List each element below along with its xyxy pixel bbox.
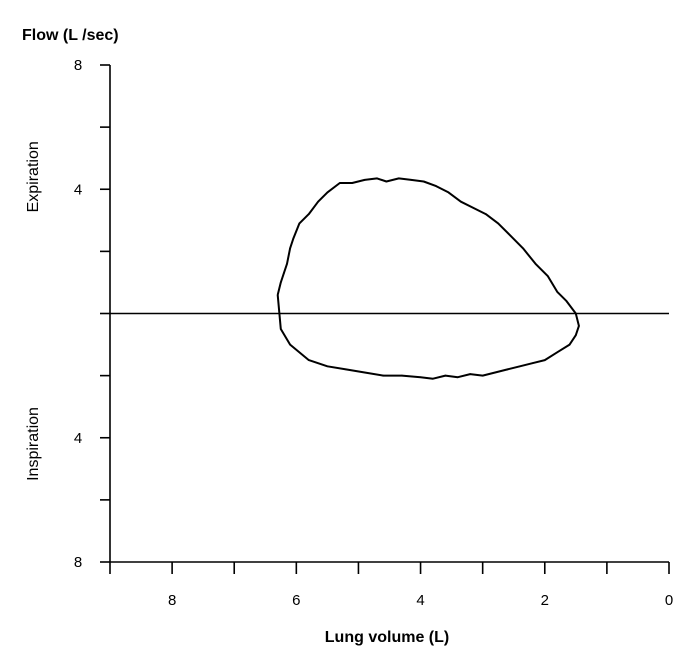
loop-point: [298, 222, 301, 225]
y-tick-label: 8: [74, 554, 82, 571]
loop-point: [522, 247, 524, 250]
ticks: [100, 64, 670, 574]
x-tick-label: 0: [665, 592, 673, 609]
loop-point: [326, 365, 329, 368]
loop-point: [283, 272, 285, 274]
loop-point: [308, 213, 310, 215]
loop-point: [544, 359, 546, 361]
loop-point: [568, 343, 571, 346]
loop-point: [497, 222, 500, 225]
loop-point: [363, 179, 366, 181]
loop-point: [398, 177, 400, 180]
loop-point: [292, 238, 295, 240]
loop-point: [531, 362, 534, 365]
x-axis-label: Lung volume (L): [325, 629, 449, 646]
loop-point: [286, 263, 288, 265]
expiration-label: Expiration: [25, 141, 42, 212]
loop-point: [419, 376, 422, 379]
loop-point: [351, 182, 354, 184]
loop-point: [326, 191, 329, 194]
loop-point: [345, 368, 347, 371]
loop-point: [280, 328, 282, 330]
tick-labels: 8 4 4 8 8 6 4 2 0: [74, 57, 673, 609]
loop-point: [339, 182, 341, 184]
loop-point: [556, 291, 558, 293]
flow-volume-loop: [276, 177, 580, 380]
loop-point: [556, 351, 558, 354]
loop-point: [289, 343, 291, 346]
x-tick-label: 4: [416, 592, 424, 609]
loop-point: [460, 200, 462, 203]
y-tick-label: 8: [74, 57, 82, 74]
loop-point: [385, 180, 388, 183]
chart-title: Flow (L /sec): [22, 27, 119, 44]
loop-point: [363, 371, 366, 374]
loop-point: [422, 180, 425, 183]
loop-point: [494, 371, 496, 374]
loop-point: [547, 275, 549, 278]
loop-point: [565, 300, 568, 302]
y-tick-label: 4: [74, 181, 82, 198]
x-tick-label: 2: [541, 592, 549, 609]
loop-point: [469, 373, 472, 375]
loop-point: [280, 281, 282, 284]
loop-point: [485, 213, 487, 215]
loop-point: [276, 294, 279, 296]
y-tick-label: 4: [74, 430, 82, 447]
loop-point: [575, 334, 577, 337]
loop-point: [444, 374, 447, 377]
inspiration-label: Inspiration: [25, 407, 42, 481]
loop-point: [457, 376, 459, 379]
loop-point: [509, 235, 512, 237]
loop-point: [578, 325, 580, 327]
loop-point: [410, 179, 413, 181]
plot-area: [276, 177, 580, 380]
loop-point: [308, 359, 310, 361]
loop-point: [435, 185, 437, 187]
loop-point: [472, 207, 475, 209]
loop-point: [376, 177, 378, 180]
region-labels: Expiration Inspiration: [25, 141, 42, 481]
loop-point: [481, 374, 484, 377]
loop-point: [575, 312, 577, 315]
x-tick-label: 8: [168, 592, 176, 609]
loop-point: [506, 368, 509, 371]
loop-point: [382, 374, 385, 377]
loop-point: [289, 247, 291, 250]
loop-point: [317, 200, 319, 203]
loop-point: [432, 377, 434, 380]
loop-point: [447, 191, 450, 194]
axes: [109, 65, 669, 563]
loop-point: [401, 374, 403, 377]
x-tick-label: 6: [292, 592, 300, 609]
loop-point: [519, 365, 521, 368]
loop-point: [534, 263, 537, 265]
